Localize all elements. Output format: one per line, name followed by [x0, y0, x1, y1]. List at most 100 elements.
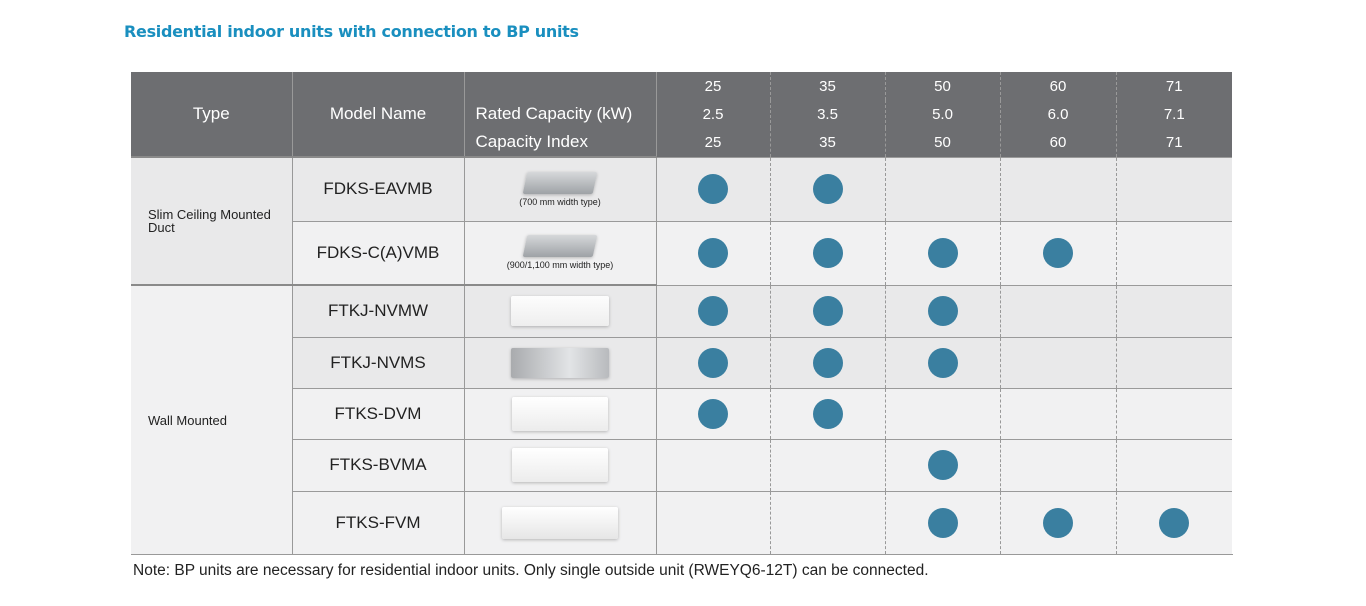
- header-class: 60: [999, 72, 1116, 100]
- product-image-cell: [463, 387, 656, 439]
- capacity-cell: [655, 387, 770, 439]
- product-image-cell: (700 mm width type): [463, 156, 656, 221]
- capacity-index-value: 35: [769, 128, 885, 157]
- rated-capacity-value: 5.0: [884, 100, 1000, 128]
- availability-dot-icon: [927, 347, 958, 378]
- product-image-cell: [463, 284, 656, 337]
- availability-dot-icon: [927, 296, 958, 326]
- capacity-cell: [655, 438, 770, 491]
- wall-unit-image: [511, 296, 609, 327]
- capacity-cell: [1115, 220, 1232, 285]
- rated-capacity-value: 6.0: [999, 100, 1116, 128]
- type-cell: Slim Ceiling Mounted Duct: [131, 156, 292, 285]
- capacity-cell: [999, 156, 1116, 221]
- header-class: 25: [655, 72, 770, 100]
- header-type: Type: [131, 72, 292, 157]
- availability-dot-icon: [812, 296, 843, 326]
- capacity-index-value: 71: [1115, 128, 1232, 157]
- capacity-cell: [769, 336, 885, 388]
- product-image-cell: [463, 438, 656, 491]
- model-name: FTKS-DVM: [291, 387, 464, 439]
- header-blank: [463, 72, 656, 100]
- table-row: FTKJ-NVMS: [131, 336, 1232, 388]
- rated-capacity-value: 2.5: [655, 100, 770, 128]
- model-name: FDKS-C(A)VMB: [291, 220, 464, 285]
- availability-dot-icon: [1159, 507, 1190, 538]
- table-row: FTKS-FVM: [131, 490, 1232, 554]
- capacity-cell: [1115, 438, 1232, 491]
- capacity-cell: [769, 156, 885, 221]
- capacity-cell: [655, 336, 770, 388]
- model-name: FTKS-FVM: [291, 490, 464, 554]
- capacity-cell: [884, 490, 1000, 554]
- header-row-class: Type Model Name 25 35 50 60 71: [131, 72, 1232, 157]
- model-name: FDKS-EAVMB: [291, 156, 464, 221]
- header-model-name: Model Name: [291, 72, 464, 157]
- availability-dot-icon: [927, 507, 958, 538]
- wall-unit-image: [512, 448, 608, 482]
- capacity-cell: [655, 284, 770, 337]
- table-row: Slim Ceiling Mounted Duct FDKS-EAVMB (700 …: [131, 156, 1232, 285]
- capacity-cell: [884, 387, 1000, 439]
- duct-unit-image: [522, 171, 598, 194]
- capacity-cell: [769, 387, 885, 439]
- capacity-cell: [999, 387, 1116, 439]
- type-cell: Wall Mounted: [131, 284, 292, 554]
- wall-unit-image: [502, 506, 618, 539]
- capacity-cell: [769, 438, 885, 491]
- table-row: FTKS-BVMA: [131, 438, 1232, 491]
- availability-dot-icon: [698, 238, 728, 268]
- availability-dot-icon: [812, 174, 843, 204]
- availability-dot-icon: [812, 347, 843, 378]
- header-capacity-index: Capacity Index: [463, 128, 656, 157]
- duct-unit-image: [522, 235, 598, 258]
- table-row: FTKS-DVM: [131, 387, 1232, 439]
- capacity-cell: [1115, 336, 1232, 388]
- header-row-rated: Rated Capacity (kW) 2.5 3.5 5.0 6.0 7.1: [131, 100, 1232, 128]
- capacity-index-value: 60: [999, 128, 1116, 157]
- section-title: Residential indoor units with connection…: [124, 22, 579, 41]
- table-row: Wall Mounted FTKJ-NVMW: [131, 284, 1232, 554]
- capacity-cell: [884, 220, 1000, 285]
- header-class: 35: [769, 72, 885, 100]
- capacity-cell: [999, 490, 1116, 554]
- capacity-cell: [1115, 156, 1232, 221]
- image-caption: (700 mm width type): [519, 196, 601, 207]
- compatibility-table: Type Model Name 25 35 50 60 71 Rated Cap…: [131, 72, 1232, 554]
- availability-dot-icon: [698, 296, 728, 326]
- rated-capacity-value: 3.5: [769, 100, 885, 128]
- availability-dot-icon: [698, 174, 728, 204]
- availability-dot-icon: [698, 347, 728, 378]
- wall-unit-image: [511, 347, 609, 378]
- availability-dot-icon: [1043, 238, 1073, 268]
- capacity-cell: [999, 438, 1116, 491]
- capacity-cell: [1115, 284, 1232, 337]
- product-image-cell: (900/1,100 mm width type): [463, 220, 656, 285]
- wall-unit-image: [512, 396, 608, 431]
- capacity-cell: [769, 490, 885, 554]
- capacity-cell: [769, 284, 885, 337]
- capacity-cell: [1115, 490, 1232, 554]
- header-row-index: Capacity Index 25 35 50 60 71: [131, 128, 1232, 157]
- rated-capacity-value: 7.1: [1115, 100, 1232, 128]
- header-rated-capacity: Rated Capacity (kW): [463, 100, 656, 128]
- product-image-cell: [463, 336, 656, 388]
- capacity-cell: [1115, 387, 1232, 439]
- model-name: FTKJ-NVMW: [291, 284, 464, 337]
- image-caption: (900/1,100 mm width type): [506, 260, 614, 271]
- model-name: FTKJ-NVMS: [291, 336, 464, 388]
- header-class: 71: [1115, 72, 1232, 100]
- capacity-cell: [884, 284, 1000, 337]
- availability-dot-icon: [698, 398, 728, 429]
- capacity-cell: [769, 220, 885, 285]
- capacity-cell: [655, 220, 770, 285]
- availability-dot-icon: [1043, 507, 1073, 538]
- capacity-cell: [884, 336, 1000, 388]
- capacity-index-value: 50: [884, 128, 1000, 157]
- capacity-cell: [655, 490, 770, 554]
- availability-dot-icon: [927, 450, 958, 480]
- table-bottom-border: [131, 554, 1233, 555]
- availability-dot-icon: [927, 238, 958, 268]
- capacity-cell: [999, 220, 1116, 285]
- header-class: 50: [884, 72, 1000, 100]
